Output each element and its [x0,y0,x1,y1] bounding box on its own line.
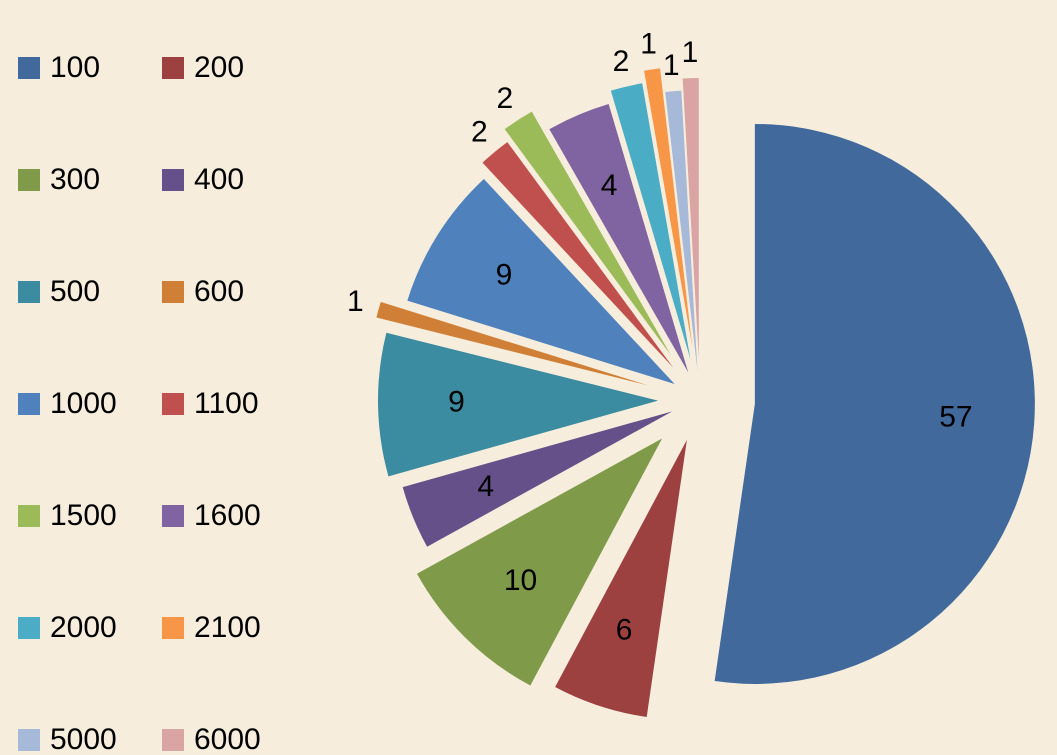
data-label: 1 [347,285,364,318]
data-label: 6 [616,613,633,646]
legend-swatch [162,281,184,303]
legend-swatch [162,393,184,415]
data-label: 2 [613,45,630,78]
pie-slice [416,438,663,686]
legend-swatch [162,505,184,527]
data-label: 57 [939,400,972,433]
legend-label: 600 [194,275,244,308]
legend-swatch [162,169,184,191]
legend-swatch [162,617,184,639]
pie-slice [555,439,687,718]
pie-slice [610,83,691,360]
pie-slice [665,90,698,371]
legend-swatch [18,281,40,303]
data-label: 1 [640,28,657,61]
legend-swatch [18,169,40,191]
legend-label: 2100 [194,611,261,644]
legend-label: 6000 [194,723,261,755]
legend-label: 400 [194,163,244,196]
legend-label: 200 [194,51,244,84]
legend-label: 5000 [50,723,117,755]
data-label: 9 [496,259,513,292]
legend-swatch [18,729,40,751]
pie-slice [714,123,1035,684]
pie-slice [407,179,675,385]
pie-slice [682,78,699,359]
data-label: 2 [471,115,488,148]
pie-slice [504,111,671,355]
legend-label: 1500 [50,499,117,532]
data-label: 1 [682,36,699,69]
legend-swatch [162,729,184,751]
legend-label: 1600 [194,499,261,532]
data-label: 4 [601,169,618,202]
data-label: 9 [448,385,465,418]
legend-swatch [18,393,40,415]
legend-label: 2000 [50,611,117,644]
legend-label: 300 [50,163,100,196]
data-label: 2 [497,82,514,115]
legend-swatch [18,505,40,527]
legend-swatch [18,617,40,639]
pie-slice [644,68,693,347]
legend-label: 100 [50,51,100,84]
pie-slice [402,411,673,547]
pie-slice [376,301,649,386]
legend-swatch [162,57,184,79]
pie-slice [549,103,689,373]
legend-label: 1100 [194,387,259,420]
data-label: 1 [663,49,680,82]
data-label: 4 [477,470,494,503]
data-label: 10 [504,564,537,597]
legend-label: 1000 [50,387,117,420]
pie-slice [378,332,659,477]
legend-label: 500 [50,275,100,308]
pie-slice [482,142,674,368]
legend-swatch [18,57,40,79]
